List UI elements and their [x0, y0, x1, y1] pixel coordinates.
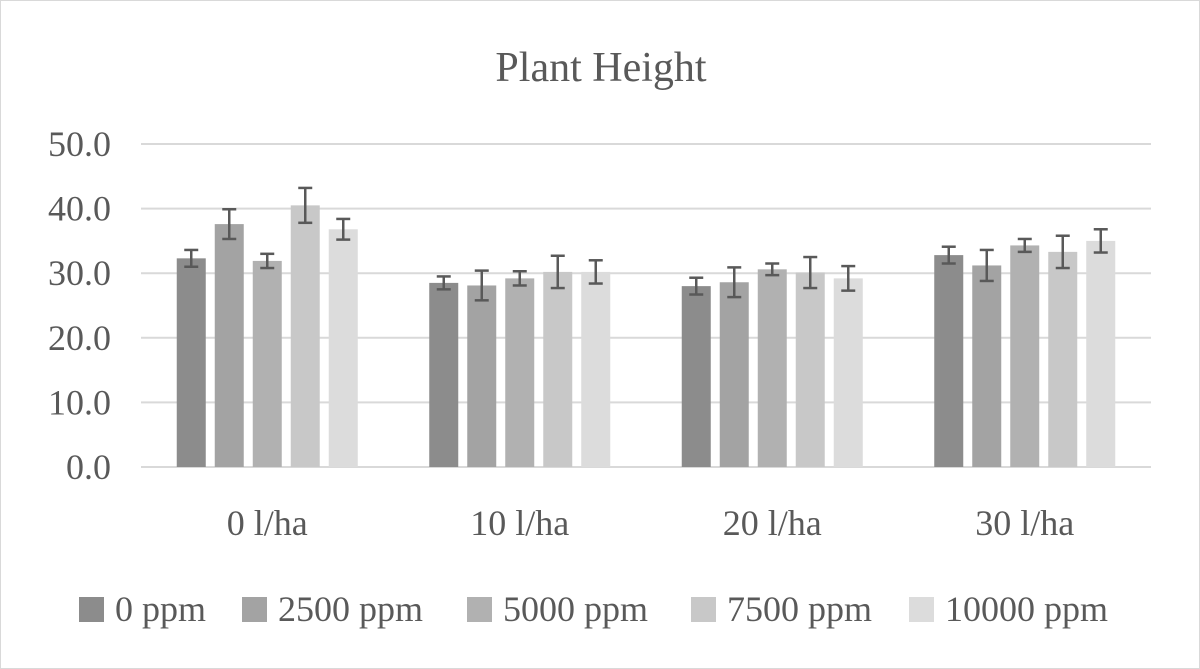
- legend-swatch: [909, 597, 934, 622]
- y-tick-label: 50.0: [48, 124, 111, 164]
- bar-0-ppm-1: [429, 282, 459, 467]
- legend-swatch: [467, 597, 492, 622]
- error-bar: [727, 266, 742, 299]
- legend: 0 ppm 2500 ppm 5000 ppm 7500 ppm 10000 ppm: [79, 589, 1108, 629]
- bar-2500-ppm-0: [214, 224, 244, 467]
- y-tick-label: 30.0: [48, 253, 111, 293]
- error-bar: [474, 269, 489, 302]
- error-bar: [298, 186, 313, 225]
- legend-label: 10000 ppm: [945, 589, 1108, 629]
- error-bar: [1093, 228, 1108, 254]
- bar-2500-ppm-2: [719, 282, 749, 467]
- bar-7500-ppm-2: [795, 272, 825, 467]
- bars: [176, 205, 1116, 467]
- legend-label: 7500 ppm: [727, 589, 872, 629]
- bar-0-ppm-3: [934, 255, 964, 467]
- legend-label: 5000 ppm: [503, 589, 648, 629]
- legend-label: 0 ppm: [115, 589, 206, 629]
- bar-10000-ppm-2: [833, 278, 863, 467]
- chart-title: Plant Height: [495, 45, 706, 91]
- legend-item-0-ppm: 0 ppm: [79, 589, 206, 629]
- x-category-label: 10 l/ha: [470, 503, 569, 543]
- error-bar: [260, 252, 275, 270]
- y-axis-ticks: 0.0 10.0 20.0 30.0 40.0 50.0: [48, 124, 111, 487]
- legend-item-10000-ppm: 10000 ppm: [909, 589, 1108, 629]
- error-bar: [512, 270, 527, 287]
- error-bar: [1055, 234, 1070, 270]
- bar-7500-ppm-1: [543, 271, 573, 467]
- error-bar: [841, 264, 856, 292]
- error-bar: [336, 217, 351, 241]
- legend-swatch: [242, 597, 267, 622]
- bar-10000-ppm-0: [328, 229, 358, 467]
- bar-7500-ppm-0: [290, 205, 320, 467]
- bar-5000-ppm-1: [505, 278, 535, 467]
- error-bars: [184, 186, 1108, 302]
- bar-0-ppm-2: [681, 286, 711, 467]
- error-bar: [803, 255, 818, 290]
- bar-5000-ppm-3: [1010, 245, 1040, 467]
- bar-5000-ppm-2: [757, 269, 787, 467]
- y-tick-label: 40.0: [48, 189, 111, 229]
- bar-7500-ppm-3: [1048, 251, 1078, 467]
- y-tick-label: 10.0: [48, 382, 111, 422]
- legend-swatch: [691, 597, 716, 622]
- bar-10000-ppm-1: [581, 271, 611, 467]
- bar-10000-ppm-3: [1086, 240, 1116, 467]
- bar-0-ppm-0: [176, 258, 206, 467]
- legend-item-2500-ppm: 2500 ppm: [242, 589, 423, 629]
- error-bar: [979, 248, 994, 283]
- x-category-label: 0 l/ha: [227, 503, 308, 543]
- error-bar: [588, 259, 603, 285]
- bar-2500-ppm-1: [467, 285, 497, 467]
- error-bar: [436, 275, 451, 291]
- y-tick-label: 0.0: [66, 447, 111, 487]
- error-bar: [689, 276, 704, 296]
- error-bar: [184, 248, 199, 268]
- legend-swatch: [79, 597, 104, 622]
- x-category-label: 20 l/ha: [723, 503, 822, 543]
- x-category-label: 30 l/ha: [975, 503, 1074, 543]
- legend-item-5000-ppm: 5000 ppm: [467, 589, 648, 629]
- error-bar: [1017, 237, 1032, 254]
- error-bar: [765, 262, 780, 277]
- error-bar: [222, 207, 237, 241]
- y-tick-label: 20.0: [48, 318, 111, 358]
- error-bar: [941, 245, 956, 265]
- x-axis-categories: 0 l/ha 10 l/ha 20 l/ha 30 l/ha: [227, 503, 1075, 543]
- error-bar: [550, 254, 565, 290]
- legend-item-7500-ppm: 7500 ppm: [691, 589, 872, 629]
- bar-5000-ppm-0: [252, 260, 282, 467]
- bar-2500-ppm-3: [972, 265, 1002, 467]
- legend-label: 2500 ppm: [278, 589, 423, 629]
